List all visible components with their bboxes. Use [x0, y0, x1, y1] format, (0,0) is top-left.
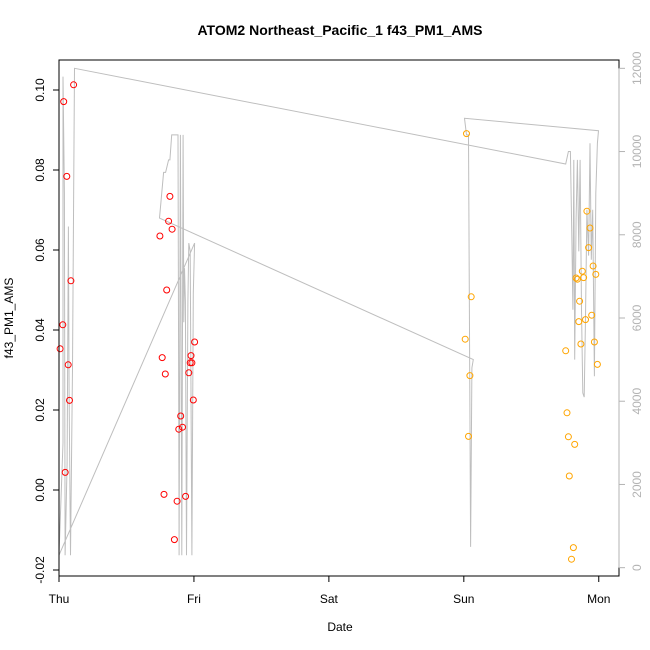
data-point: [70, 81, 78, 89]
data-point: [187, 352, 195, 360]
data-points-layer: [56, 81, 601, 563]
y-tick-label: 0.00: [33, 478, 47, 502]
y2-tick-label: 8000: [630, 221, 644, 248]
y2-tick-label: 12000: [630, 51, 644, 85]
data-point: [578, 267, 586, 275]
y-axis-left: -0.02 0.00 0.02 0.04 0.06 0.08 0.10: [33, 78, 60, 584]
data-point: [586, 224, 594, 232]
data-point: [165, 217, 173, 225]
y-tick-label: 0.02: [33, 398, 47, 422]
data-point: [576, 297, 584, 305]
data-point: [573, 275, 581, 283]
y2-tick-label: 6000: [630, 304, 644, 331]
y-tick-label: 0.04: [33, 318, 47, 342]
data-point: [465, 432, 472, 440]
chart-title: ATOM2 Northeast_Pacific_1 f43_PM1_AMS: [197, 22, 482, 38]
data-point: [466, 372, 474, 380]
y2-tick-label: 10000: [630, 134, 644, 168]
y-tick-label: -0.02: [33, 556, 47, 584]
data-point: [66, 396, 73, 404]
data-point: [166, 192, 174, 200]
data-point: [585, 244, 593, 252]
y2-tick-label: 2000: [630, 471, 644, 498]
data-point: [575, 318, 583, 326]
y-axis-label: f43_PM1_AMS: [2, 278, 16, 359]
data-point: [61, 468, 69, 476]
data-point: [63, 172, 71, 180]
x-axis: Thu Fri Sat Sun Mon: [49, 575, 610, 606]
data-point: [592, 270, 600, 278]
data-point: [185, 369, 193, 377]
data-point: [170, 536, 178, 544]
data-point: [60, 98, 68, 106]
data-point: [177, 412, 185, 420]
x-axis-label: Date: [327, 620, 353, 634]
x-tick-label: Fri: [187, 592, 201, 606]
data-point: [158, 354, 166, 362]
data-point: [179, 423, 186, 431]
data-point: [467, 293, 475, 301]
data-point: [173, 497, 181, 505]
data-point: [59, 321, 67, 329]
data-point: [182, 492, 190, 500]
data-point: [562, 347, 570, 355]
data-point: [572, 274, 580, 282]
data-point: [588, 311, 596, 319]
data-point: [188, 359, 196, 367]
data-point: [583, 207, 591, 215]
data-point: [577, 340, 585, 348]
data-point: [156, 232, 164, 240]
data-point: [580, 274, 588, 282]
y-tick-label: 0.08: [33, 158, 47, 182]
data-point: [67, 277, 75, 285]
data-point: [191, 338, 199, 346]
data-point: [565, 472, 573, 480]
data-point: [163, 286, 171, 294]
y-tick-label: 0.06: [33, 238, 47, 262]
data-point: [569, 544, 577, 552]
right-axis-series-line: [58, 67, 600, 556]
y2-tick-label: 4000: [630, 388, 644, 415]
data-point: [64, 361, 72, 369]
data-point: [463, 130, 470, 138]
data-point: [568, 555, 575, 563]
x-tick-label: Thu: [49, 592, 70, 606]
data-point: [564, 433, 572, 441]
y-axis-right: 0 2000 4000 6000 8000 10000 12000: [618, 51, 644, 571]
data-point: [461, 335, 469, 343]
data-point: [593, 360, 601, 368]
data-point: [175, 425, 183, 433]
data-point: [589, 262, 597, 270]
data-point: [590, 338, 598, 346]
right-axis-line-layer: [58, 67, 600, 556]
data-point: [168, 225, 176, 233]
data-point: [160, 490, 168, 498]
data-point: [563, 409, 571, 417]
data-point: [571, 440, 579, 448]
x-tick-label: Sun: [453, 592, 474, 606]
data-point: [161, 370, 169, 378]
data-point: [189, 396, 197, 404]
data-point: [56, 345, 64, 353]
data-point: [582, 316, 589, 324]
y-tick-label: 0.10: [33, 78, 47, 102]
y2-tick-label: 0: [630, 564, 644, 571]
x-tick-label: Mon: [587, 592, 610, 606]
x-tick-label: Sat: [320, 592, 339, 606]
